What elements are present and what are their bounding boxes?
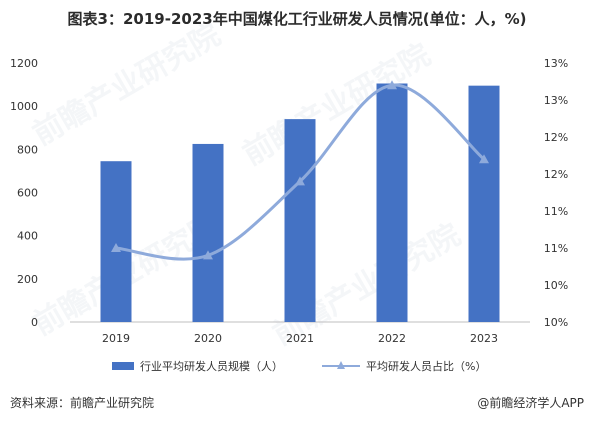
x-tick-label: 2023	[470, 332, 498, 345]
legend-label-line: 平均研发人员占比（%）	[366, 360, 487, 373]
line-series-path	[115, 83, 485, 261]
y-tick-label: 1000	[10, 100, 38, 113]
legend-item-line: 平均研发人员占比（%）	[322, 358, 486, 374]
brand-note: @前瞻经济学人APP	[477, 396, 584, 410]
y-tick-label: 200	[17, 273, 38, 286]
bar	[468, 85, 500, 322]
legend: 行业平均研发人员规模（人） 平均研发人员占比（%）	[0, 358, 594, 374]
x-tick-label: 2022	[378, 332, 406, 345]
y-tick-label: 600	[17, 187, 38, 200]
y2-tick-label: 11%	[544, 205, 568, 218]
y2-tick-label: 10%	[544, 316, 568, 329]
y2-tick-label: 13%	[544, 94, 568, 107]
line-point-marker	[203, 250, 213, 260]
legend-item-bar: 行业平均研发人员规模（人）	[112, 358, 283, 374]
bar	[376, 83, 408, 322]
line-point-marker	[387, 80, 397, 90]
y-tick-label: 0	[31, 316, 38, 329]
y-tick-label: 800	[17, 143, 38, 156]
x-tick-label: 2019	[102, 332, 130, 345]
y-tick-label: 1200	[10, 57, 38, 70]
legend-label-bar: 行业平均研发人员规模（人）	[140, 360, 283, 373]
x-tick-label: 2020	[194, 332, 222, 345]
bar	[284, 119, 316, 322]
x-tick-label: 2021	[286, 332, 314, 345]
line-point-marker	[295, 176, 305, 186]
y2-tick-label: 10%	[544, 279, 568, 292]
line-point-marker	[111, 243, 121, 252]
source-note: 资料来源：前瞻产业研究院	[10, 396, 155, 410]
bar	[192, 143, 224, 322]
bar	[100, 161, 132, 322]
legend-swatch-bar	[112, 362, 134, 370]
y2-tick-label: 12%	[544, 168, 568, 181]
combo-chart: 0 200 400 600 800 1000 1200 10% 10% 11% 11% 12% 12% 1…	[10, 57, 568, 345]
chart-title: 图表3：2019-2023年中国煤化工行业研发人员情况(单位：人，%)	[67, 10, 527, 28]
y2-tick-label: 12%	[544, 131, 568, 144]
y2-tick-label: 13%	[544, 57, 568, 70]
y2-tick-label: 11%	[544, 242, 568, 255]
line-point-marker	[479, 154, 489, 164]
legend-swatch-line	[322, 361, 360, 371]
y-tick-label: 400	[17, 230, 38, 243]
